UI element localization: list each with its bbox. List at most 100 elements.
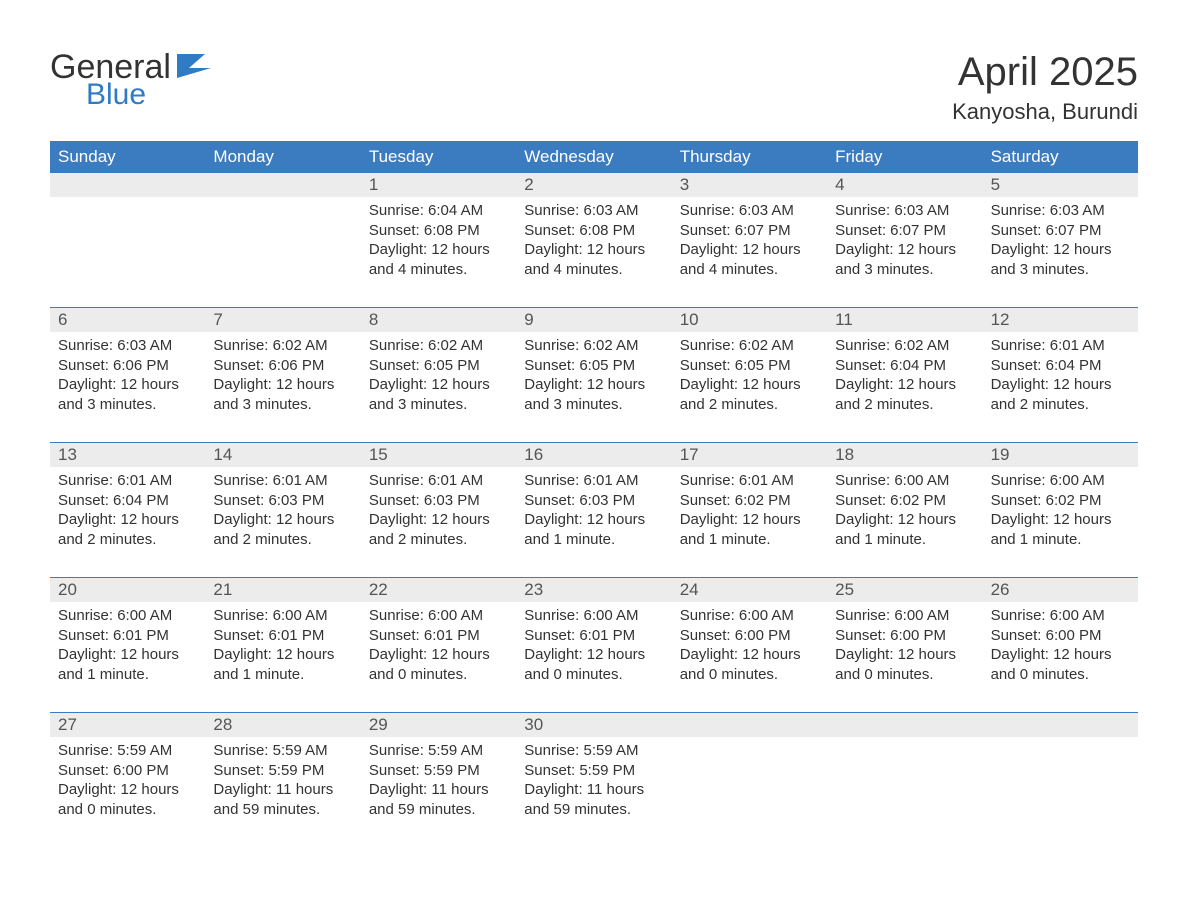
sunrise-line: Sunrise: 6:00 AM	[991, 606, 1130, 626]
daylight-line: Daylight: 12 hours and 2 minutes.	[213, 510, 352, 549]
date-number: 15	[361, 442, 516, 467]
date-number: 27	[50, 712, 205, 737]
date-number: 16	[516, 442, 671, 467]
sunrise-line: Sunrise: 5:59 AM	[369, 741, 508, 761]
date-number: 1	[361, 173, 516, 197]
sunset-line: Sunset: 6:03 PM	[213, 491, 352, 511]
day-cell: Sunrise: 6:00 AMSunset: 6:01 PMDaylight:…	[50, 602, 205, 712]
date-number: 12	[983, 307, 1138, 332]
day-cell: Sunrise: 6:02 AMSunset: 6:05 PMDaylight:…	[516, 332, 671, 442]
date-number: 19	[983, 442, 1138, 467]
daylight-line: Daylight: 12 hours and 3 minutes.	[58, 375, 197, 414]
daylight-line: Daylight: 12 hours and 0 minutes.	[991, 645, 1130, 684]
day-cell: Sunrise: 6:00 AMSunset: 6:00 PMDaylight:…	[983, 602, 1138, 712]
date-number: 10	[672, 307, 827, 332]
day-cell: Sunrise: 6:01 AMSunset: 6:04 PMDaylight:…	[50, 467, 205, 577]
sunset-line: Sunset: 6:08 PM	[524, 221, 663, 241]
sunset-line: Sunset: 6:03 PM	[369, 491, 508, 511]
date-number: 18	[827, 442, 982, 467]
sunset-line: Sunset: 6:01 PM	[213, 626, 352, 646]
sunrise-line: Sunrise: 6:03 AM	[58, 336, 197, 356]
day-cell: Sunrise: 6:03 AMSunset: 6:07 PMDaylight:…	[672, 197, 827, 307]
sunrise-line: Sunrise: 6:01 AM	[680, 471, 819, 491]
day-cell: Sunrise: 6:03 AMSunset: 6:08 PMDaylight:…	[516, 197, 671, 307]
sunrise-line: Sunrise: 6:00 AM	[213, 606, 352, 626]
date-number: 23	[516, 577, 671, 602]
date-number: 7	[205, 307, 360, 332]
date-number: 21	[205, 577, 360, 602]
day-cell: Sunrise: 5:59 AMSunset: 5:59 PMDaylight:…	[205, 737, 360, 847]
date-number: 20	[50, 577, 205, 602]
day-cell: Sunrise: 5:59 AMSunset: 6:00 PMDaylight:…	[50, 737, 205, 847]
daylight-line: Daylight: 12 hours and 1 minute.	[991, 510, 1130, 549]
date-number: 13	[50, 442, 205, 467]
date-number: 26	[983, 577, 1138, 602]
date-number: 17	[672, 442, 827, 467]
daylight-line: Daylight: 12 hours and 3 minutes.	[369, 375, 508, 414]
sunset-line: Sunset: 6:00 PM	[835, 626, 974, 646]
daylight-line: Daylight: 11 hours and 59 minutes.	[369, 780, 508, 819]
day-headers-row: Sunday Monday Tuesday Wednesday Thursday…	[50, 141, 1138, 173]
sunset-line: Sunset: 6:04 PM	[835, 356, 974, 376]
day-cell: Sunrise: 6:02 AMSunset: 6:05 PMDaylight:…	[361, 332, 516, 442]
daylight-line: Daylight: 12 hours and 4 minutes.	[524, 240, 663, 279]
title-block: April 2025 Kanyosha, Burundi	[952, 50, 1138, 125]
sunrise-line: Sunrise: 6:01 AM	[58, 471, 197, 491]
week-body-row: Sunrise: 6:03 AMSunset: 6:06 PMDaylight:…	[50, 332, 1138, 442]
sunset-line: Sunset: 6:01 PM	[369, 626, 508, 646]
day-cell	[205, 197, 360, 307]
date-number: 30	[516, 712, 671, 737]
daylight-line: Daylight: 12 hours and 2 minutes.	[991, 375, 1130, 414]
date-number: 25	[827, 577, 982, 602]
date-number: 5	[983, 173, 1138, 197]
week-body-row: Sunrise: 6:00 AMSunset: 6:01 PMDaylight:…	[50, 602, 1138, 712]
week-body-row: Sunrise: 5:59 AMSunset: 6:00 PMDaylight:…	[50, 737, 1138, 847]
daylight-line: Daylight: 11 hours and 59 minutes.	[524, 780, 663, 819]
sunrise-line: Sunrise: 5:59 AM	[213, 741, 352, 761]
day-cell	[672, 737, 827, 847]
day-cell: Sunrise: 5:59 AMSunset: 5:59 PMDaylight:…	[516, 737, 671, 847]
daylight-line: Daylight: 12 hours and 1 minute.	[835, 510, 974, 549]
date-number: 22	[361, 577, 516, 602]
daylight-line: Daylight: 12 hours and 1 minute.	[213, 645, 352, 684]
day-header: Wednesday	[516, 141, 671, 173]
sunrise-line: Sunrise: 6:02 AM	[680, 336, 819, 356]
day-cell: Sunrise: 6:00 AMSunset: 6:01 PMDaylight:…	[361, 602, 516, 712]
date-number: 8	[361, 307, 516, 332]
day-cell: Sunrise: 6:01 AMSunset: 6:03 PMDaylight:…	[205, 467, 360, 577]
day-cell	[827, 737, 982, 847]
sunrise-line: Sunrise: 6:02 AM	[524, 336, 663, 356]
day-header: Sunday	[50, 141, 205, 173]
sunset-line: Sunset: 6:01 PM	[524, 626, 663, 646]
sunrise-line: Sunrise: 6:02 AM	[213, 336, 352, 356]
sunrise-line: Sunrise: 6:03 AM	[835, 201, 974, 221]
daylight-line: Daylight: 12 hours and 1 minute.	[58, 645, 197, 684]
logo: General Blue	[50, 50, 211, 110]
week-datebar-row: 27282930	[50, 712, 1138, 737]
date-number: 6	[50, 307, 205, 332]
day-cell	[50, 197, 205, 307]
header: General Blue April 2025 Kanyosha, Burund…	[50, 50, 1138, 125]
sunset-line: Sunset: 6:01 PM	[58, 626, 197, 646]
sunrise-line: Sunrise: 6:00 AM	[369, 606, 508, 626]
daylight-line: Daylight: 12 hours and 4 minutes.	[680, 240, 819, 279]
sunset-line: Sunset: 6:00 PM	[680, 626, 819, 646]
day-cell: Sunrise: 6:00 AMSunset: 6:01 PMDaylight:…	[205, 602, 360, 712]
week-body-row: Sunrise: 6:04 AMSunset: 6:08 PMDaylight:…	[50, 197, 1138, 307]
daylight-line: Daylight: 12 hours and 0 minutes.	[680, 645, 819, 684]
sunrise-line: Sunrise: 6:03 AM	[680, 201, 819, 221]
sunrise-line: Sunrise: 6:01 AM	[991, 336, 1130, 356]
sunrise-line: Sunrise: 6:01 AM	[369, 471, 508, 491]
day-cell: Sunrise: 6:01 AMSunset: 6:04 PMDaylight:…	[983, 332, 1138, 442]
day-cell: Sunrise: 5:59 AMSunset: 5:59 PMDaylight:…	[361, 737, 516, 847]
day-cell: Sunrise: 6:00 AMSunset: 6:00 PMDaylight:…	[672, 602, 827, 712]
sunrise-line: Sunrise: 6:00 AM	[991, 471, 1130, 491]
sunset-line: Sunset: 5:59 PM	[524, 761, 663, 781]
sunset-line: Sunset: 6:02 PM	[680, 491, 819, 511]
date-number: 4	[827, 173, 982, 197]
sunset-line: Sunset: 6:05 PM	[369, 356, 508, 376]
logo-flag-icon	[177, 54, 211, 78]
daylight-line: Daylight: 12 hours and 0 minutes.	[369, 645, 508, 684]
daylight-line: Daylight: 11 hours and 59 minutes.	[213, 780, 352, 819]
date-number	[205, 173, 360, 197]
